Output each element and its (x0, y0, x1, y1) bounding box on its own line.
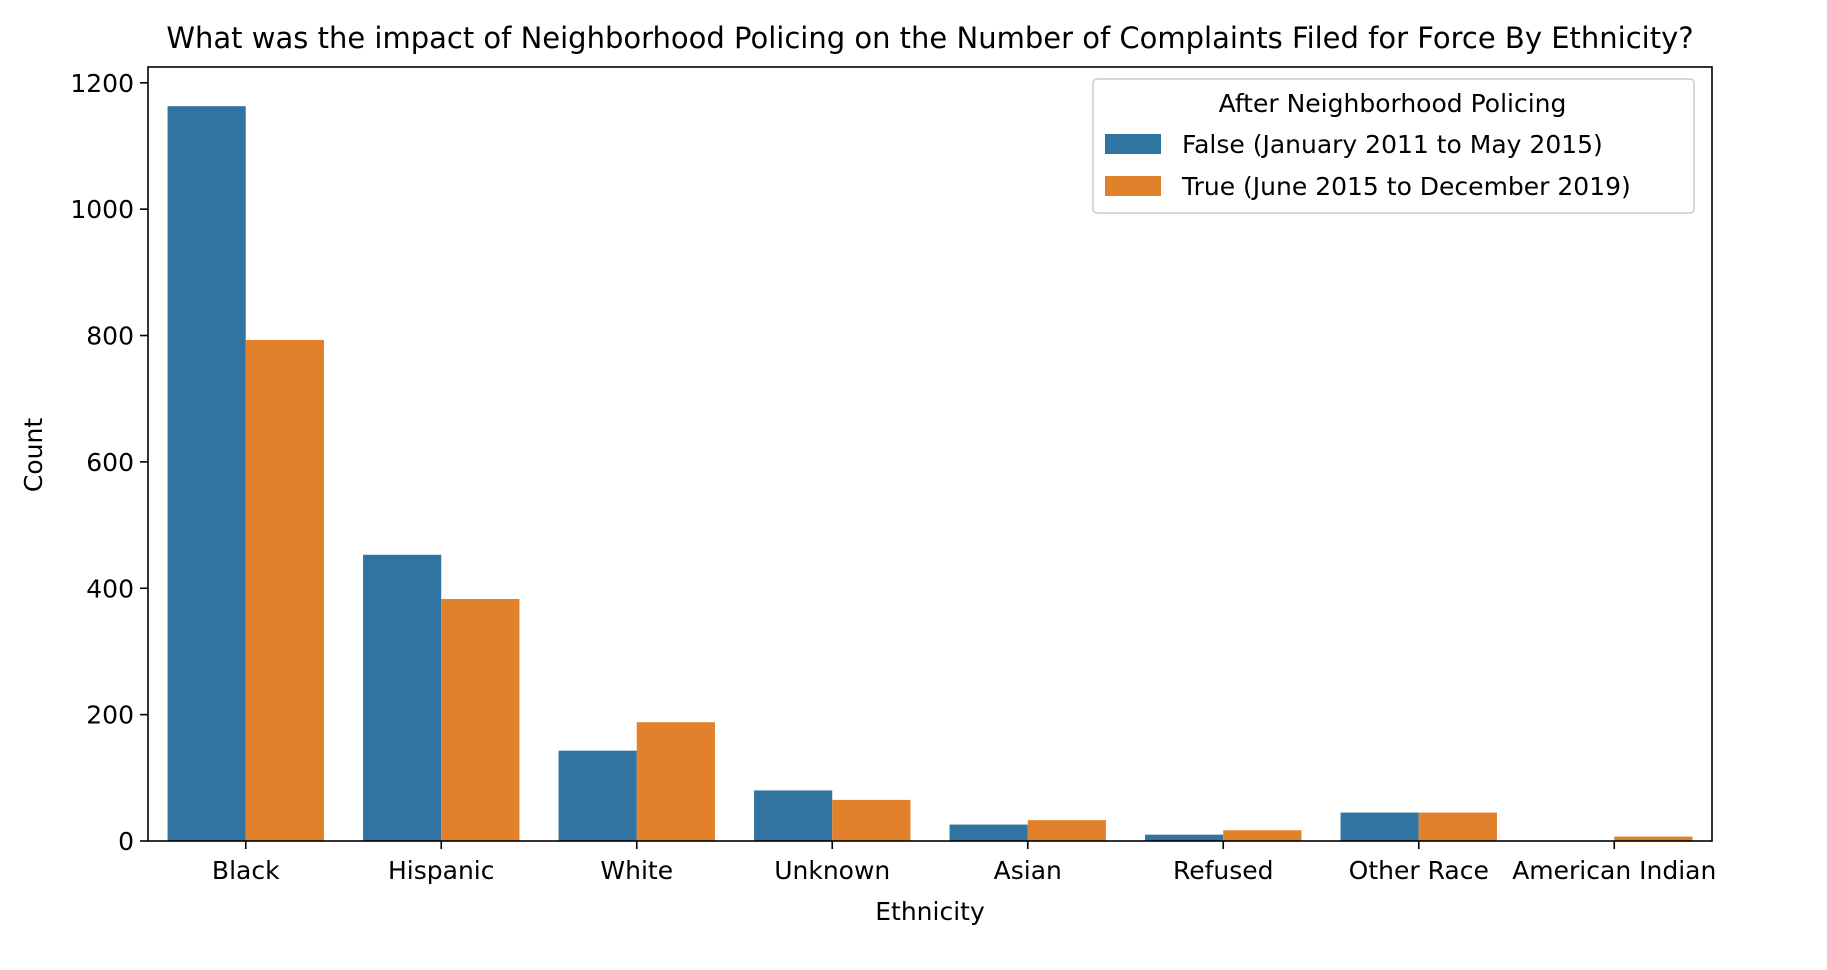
bar-unknown-series-1 (754, 790, 833, 841)
x-axis-label: Ethnicity (875, 897, 985, 926)
bar-american-indian-series-2 (1614, 836, 1693, 841)
bar-asian-series-1 (949, 824, 1028, 841)
legend-swatch (1105, 176, 1161, 196)
x-tick-label: Refused (1173, 856, 1274, 885)
plot-area (147, 66, 1713, 842)
x-tick-label: Other Race (1349, 856, 1489, 885)
bar-white-series-2 (636, 722, 715, 841)
x-tick-label: Black (212, 856, 280, 885)
bar-hispanic-series-2 (441, 599, 520, 841)
bar-other-race-series-1 (1340, 812, 1419, 841)
x-tick-label: Unknown (774, 856, 890, 885)
x-tick-label: Asian (994, 856, 1062, 885)
bar-black-series-2 (245, 339, 324, 841)
bar-unknown-series-2 (832, 799, 911, 841)
legend-box (1092, 78, 1695, 214)
x-tick-label: White (600, 856, 673, 885)
bar-other-race-series-2 (1418, 812, 1497, 841)
legend-entry-label: True (June 2015 to December 2019) (1181, 172, 1631, 201)
x-tick-label: American Indian (1512, 856, 1716, 885)
y-tick-label: 200 (86, 701, 134, 730)
y-tick-label: 1000 (70, 195, 134, 224)
bar-black-series-1 (167, 106, 246, 842)
legend: After Neighborhood Policing False (Januar… (1092, 78, 1695, 214)
y-axis: 0 200 400 600 800 1000 1200 (70, 69, 148, 856)
x-tick-label: Hispanic (388, 856, 495, 885)
chart-title: What was the impact of Neighborhood Poli… (166, 21, 1693, 55)
legend-swatch (1105, 134, 1161, 154)
bar-white-series-1 (558, 750, 637, 841)
y-tick-label: 1200 (70, 69, 134, 98)
y-axis-label: Count (19, 418, 48, 492)
plot-frame (147, 66, 1713, 842)
bar-refused-series-1 (1145, 834, 1224, 841)
y-tick-label: 600 (86, 448, 134, 477)
y-tick-label: 800 (86, 322, 134, 351)
legend-title: After Neighborhood Policing (1219, 89, 1567, 118)
bar-refused-series-2 (1223, 830, 1302, 841)
bar-asian-series-2 (1027, 820, 1106, 841)
legend-entry-label: False (January 2011 to May 2015) (1182, 130, 1603, 159)
bar-hispanic-series-1 (363, 554, 442, 841)
y-tick-label: 400 (86, 574, 134, 603)
x-axis: Black Hispanic White Unknown Asian Refused Oth… (212, 841, 1716, 885)
y-tick-label: 0 (118, 827, 134, 856)
